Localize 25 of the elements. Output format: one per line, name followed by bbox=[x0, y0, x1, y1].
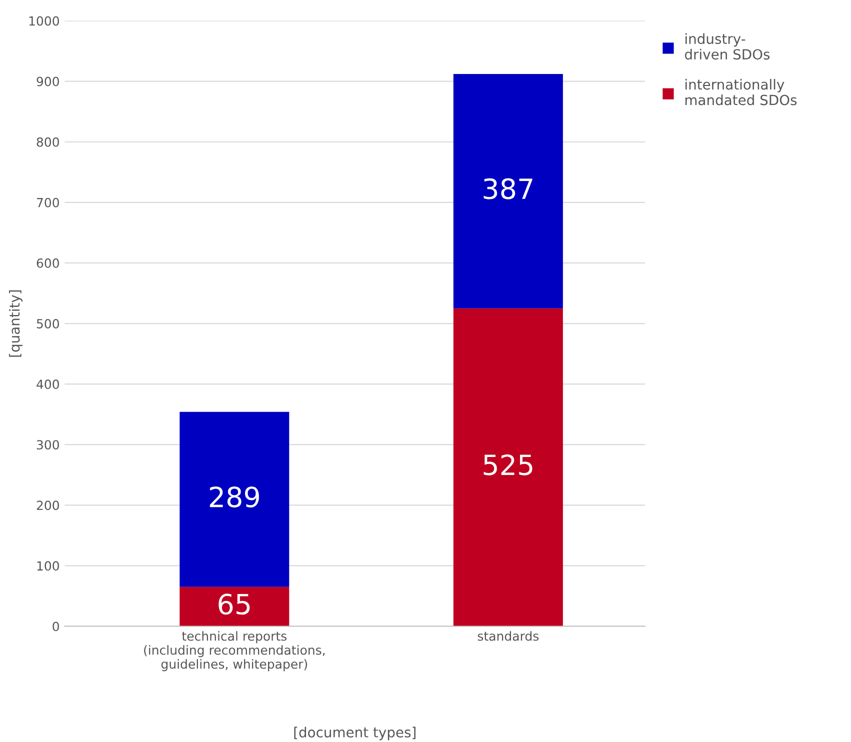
y-tick-label: 200 bbox=[36, 500, 59, 510]
y-tick-label: 900 bbox=[36, 76, 59, 86]
x-tick-label: standards bbox=[478, 631, 539, 641]
data-label: 525 bbox=[484, 454, 532, 476]
data-label: 65 bbox=[218, 594, 250, 615]
x-axis-title: [document types] bbox=[294, 726, 416, 740]
bar bbox=[453, 308, 563, 626]
y-axis-title: [quantity] bbox=[9, 290, 22, 357]
y-tick-label: 700 bbox=[36, 198, 59, 208]
y-tick-label: 300 bbox=[36, 440, 59, 450]
data-label: 387 bbox=[484, 178, 532, 200]
legend-label: industry- driven SDOs bbox=[684, 33, 770, 60]
y-tick-label: 100 bbox=[37, 561, 59, 571]
legend-label: internationally mandated SDOs bbox=[685, 78, 797, 106]
data-label: 289 bbox=[210, 486, 259, 508]
y-tick-label: 800 bbox=[36, 137, 59, 147]
y-tick-label: 600 bbox=[36, 258, 59, 268]
y-tick-label: 400 bbox=[36, 380, 59, 389]
bar bbox=[453, 74, 563, 308]
y-tick-label: 0 bbox=[52, 622, 59, 632]
bar bbox=[180, 586, 290, 626]
y-tick-label: 500 bbox=[36, 318, 59, 328]
x-tick-label: technical reports (including recommendations, guidelines, whitepaper) bbox=[144, 631, 325, 672]
bar bbox=[180, 412, 290, 587]
y-tick-label: 1000 bbox=[29, 16, 59, 26]
